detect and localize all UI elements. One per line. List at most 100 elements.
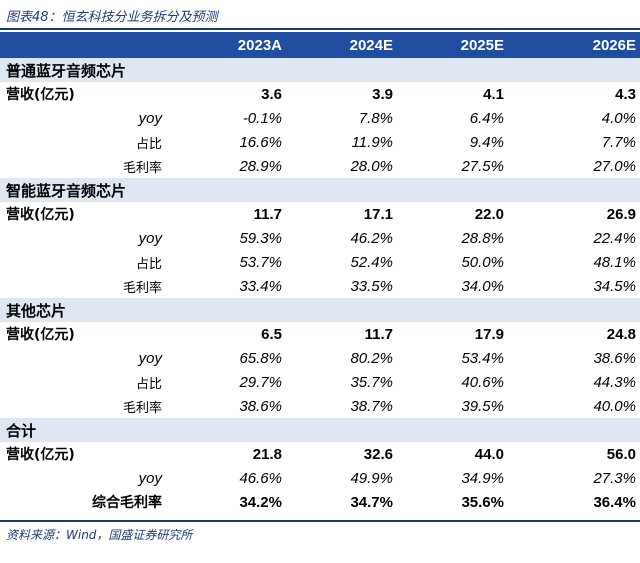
header-2025e: 2025E [397,32,508,58]
revenue-cell: 4.1 [483,85,504,103]
revenue-cell: 6.5 [261,325,282,343]
share-cell: 52.4% [350,253,393,271]
header-2024e: 2024E [286,32,397,58]
yoy-label: yoy [138,109,162,127]
yoy-cell: -0.1% [242,109,282,127]
section-row-other-chips: 其他芯片 [0,298,640,322]
yoy-row: yoy 65.8% 80.2% 53.4% 38.6% [0,346,640,370]
revenue-row: 营收(亿元) 3.6 3.9 4.1 4.3 [0,82,640,106]
revenue-cell: 26.9 [606,205,636,223]
yoy-cell: 49.9% [350,469,393,487]
header-blank [0,32,174,58]
share-cell: 7.7% [601,133,636,151]
share-cell: 53.7% [239,253,282,271]
yoy-cell: 53.4% [461,349,504,367]
yoy-label: yoy [138,349,162,367]
share-cell: 29.7% [239,373,282,391]
header-2026e: 2026E [508,32,640,58]
revenue-cell: 32.6 [363,445,393,463]
yoy-label: yoy [138,469,162,487]
revenue-row: 营收(亿元) 11.7 17.1 22.0 26.9 [0,202,640,226]
section-row-total: 合计 [0,418,640,442]
yoy-row: yoy -0.1% 7.8% 6.4% 4.0% [0,106,640,130]
yoy-cell: 34.9% [461,469,504,487]
margin-row: 毛利率 38.6% 38.7% 39.5% 40.0% [0,394,640,418]
yoy-cell: 22.4% [593,229,636,247]
margin-cell: 35.6% [461,493,504,511]
yoy-cell: 4.0% [601,109,636,127]
margin-label: 毛利率 [122,160,162,176]
revenue-cell: 4.3 [615,85,636,103]
yoy-cell: 27.3% [593,469,636,487]
revenue-row: 营收(亿元) 6.5 11.7 17.9 24.8 [0,322,640,346]
share-cell: 16.6% [239,133,282,151]
section-title: 智能蓝牙音频芯片 [0,178,640,202]
margin-cell: 36.4% [593,493,636,511]
revenue-cell: 21.8 [252,445,282,463]
share-label: 占比 [135,376,162,392]
margin-cell: 39.5% [461,397,504,415]
total-margin-label: 综合毛利率 [92,495,162,511]
header-2023a: 2023A [174,32,286,58]
source-note: 资料来源：Wind，国盛证券研究所 [6,528,193,542]
share-label: 占比 [135,256,162,272]
section-row-normal-bt-audio: 普通蓝牙音频芯片 [0,58,640,82]
revenue-cell: 17.9 [474,325,504,343]
margin-label: 毛利率 [122,400,162,416]
revenue-label: 营收(亿元) [6,447,75,463]
share-cell: 40.6% [461,373,504,391]
share-label: 占比 [135,136,162,152]
header-row: 2023A 2024E 2025E 2026E [0,32,640,58]
yoy-cell: 38.6% [593,349,636,367]
yoy-cell: 7.8% [358,109,393,127]
share-cell: 44.3% [593,373,636,391]
margin-cell: 40.0% [593,397,636,415]
margin-cell: 34.2% [239,493,282,511]
forecast-table: 2023A 2024E 2025E 2026E 普通蓝牙音频芯片 营收(亿元) … [0,32,640,514]
margin-cell: 38.6% [239,397,282,415]
share-cell: 9.4% [469,133,504,151]
revenue-label: 营收(亿元) [6,327,75,343]
yoy-cell: 65.8% [239,349,282,367]
margin-row: 毛利率 33.4% 33.5% 34.0% 34.5% [0,274,640,298]
total-margin-row: 综合毛利率 34.2% 34.7% 35.6% 36.4% [0,490,640,514]
total-yoy-row: yoy 46.6% 49.9% 34.9% 27.3% [0,466,640,490]
yoy-cell: 28.8% [461,229,504,247]
revenue-cell: 11.7 [253,205,282,223]
revenue-cell: 24.8 [606,325,636,343]
share-cell: 11.9% [351,133,393,151]
share-row: 占比 29.7% 35.7% 40.6% 44.3% [0,370,640,394]
margin-cell: 34.7% [350,493,393,511]
title-divider [0,28,640,30]
revenue-cell: 44.0 [474,445,504,463]
section-title: 普通蓝牙音频芯片 [0,58,640,82]
yoy-cell: 80.2% [350,349,393,367]
yoy-cell: 46.2% [350,229,393,247]
revenue-cell: 56.0 [606,445,636,463]
section-title: 其他芯片 [0,298,640,322]
section-title: 合计 [0,418,640,442]
margin-cell: 28.9% [239,157,282,175]
margin-cell: 34.0% [461,277,504,295]
share-row: 占比 53.7% 52.4% 50.0% 48.1% [0,250,640,274]
share-cell: 50.0% [461,253,504,271]
revenue-cell: 17.1 [363,205,393,223]
bottom-divider [0,520,640,522]
margin-cell: 34.5% [593,277,636,295]
yoy-cell: 59.3% [239,229,282,247]
total-revenue-row: 营收(亿元) 21.8 32.6 44.0 56.0 [0,442,640,466]
revenue-cell: 11.7 [364,325,393,343]
revenue-label: 营收(亿元) [6,87,75,103]
section-row-smart-bt-audio: 智能蓝牙音频芯片 [0,178,640,202]
share-cell: 48.1% [593,253,636,271]
margin-cell: 33.5% [350,277,393,295]
revenue-cell: 22.0 [474,205,504,223]
share-cell: 35.7% [350,373,393,391]
yoy-row: yoy 59.3% 46.2% 28.8% 22.4% [0,226,640,250]
margin-cell: 33.4% [239,277,282,295]
margin-cell: 27.5% [461,157,504,175]
margin-cell: 27.0% [593,157,636,175]
revenue-cell: 3.9 [372,85,393,103]
margin-label: 毛利率 [122,280,162,296]
yoy-label: yoy [138,229,162,247]
